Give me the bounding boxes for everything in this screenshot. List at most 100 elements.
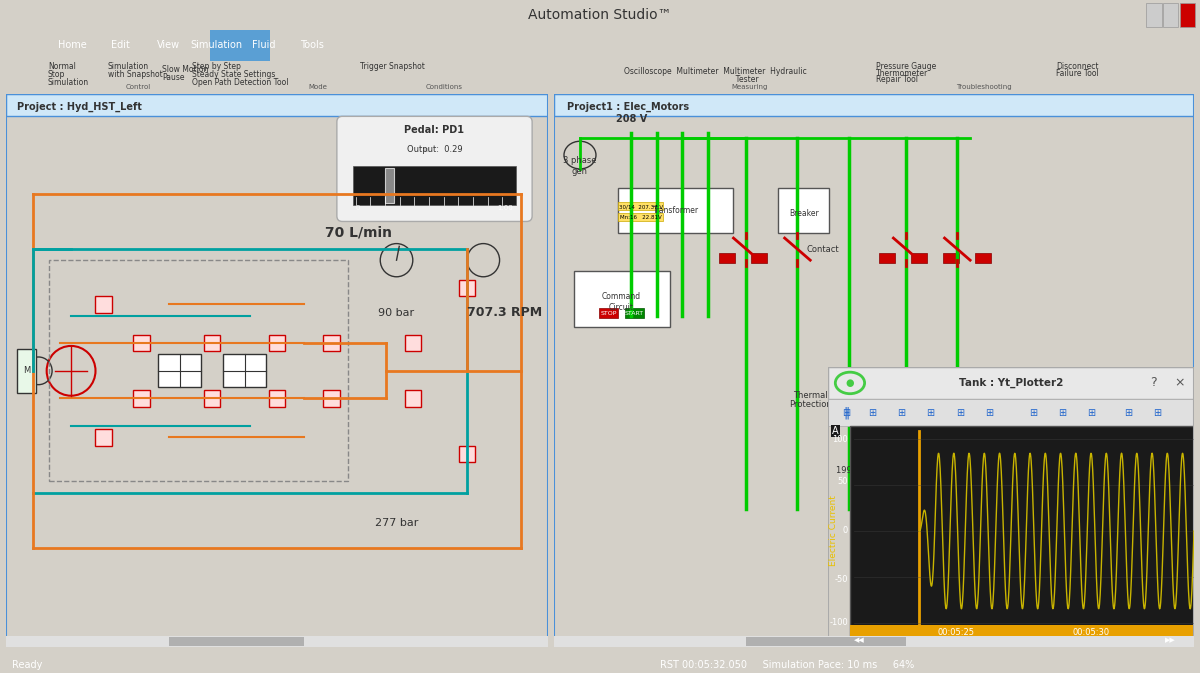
Text: 208 V: 208 V [616, 114, 647, 124]
Text: Mn:16   22.81V: Mn:16 22.81V [620, 215, 661, 220]
Text: View: View [156, 40, 180, 50]
Bar [323, 335, 340, 351]
Text: M: M [23, 366, 30, 376]
Text: Simulation: Simulation [48, 78, 89, 87]
Bar [49, 260, 348, 481]
Bar [554, 637, 1194, 647]
Text: ⊞: ⊞ [1153, 408, 1162, 417]
Bar [17, 349, 36, 393]
Bar [424, 148, 430, 152]
Text: Circuit: Circuit [610, 303, 634, 312]
Text: 30/14  207.37 V: 30/14 207.37 V [619, 204, 662, 209]
Text: Thermometer: Thermometer [876, 69, 929, 77]
Text: Conditions: Conditions [426, 83, 462, 90]
Bar [223, 354, 266, 388]
Text: Steady State Settings: Steady State Settings [192, 70, 275, 79]
Bar [169, 637, 305, 646]
Bar [850, 426, 1194, 636]
Text: Tools: Tools [300, 40, 324, 50]
Bar [204, 390, 221, 406]
Text: with Snapshot: with Snapshot [108, 70, 163, 79]
Text: Tank : Yt_Plotter2: Tank : Yt_Plotter2 [959, 378, 1063, 388]
Text: ⊞: ⊞ [898, 408, 905, 417]
Text: ⚡: ⚡ [910, 466, 916, 475]
Circle shape [835, 372, 864, 394]
Text: Open Path Detection Tool: Open Path Detection Tool [192, 78, 288, 87]
Text: Output:  0.29: Output: 0.29 [407, 145, 462, 154]
Text: 1995.6 RPM: 1995.6 RPM [836, 466, 887, 475]
Text: gen: gen [572, 168, 588, 176]
Bar [353, 166, 516, 205]
Text: ●: ● [846, 378, 854, 388]
Text: Thermal: Thermal [793, 392, 828, 400]
Bar [96, 429, 112, 446]
Bar [828, 399, 1194, 426]
Bar [618, 213, 664, 221]
Text: Oscilloscope  Multimeter  Multimeter  Hydraulic: Oscilloscope Multimeter Multimeter Hydra… [624, 67, 806, 76]
Text: 1.00: 1.00 [497, 205, 514, 211]
Bar [720, 253, 734, 263]
Text: Simulation: Simulation [108, 62, 149, 71]
Bar [746, 637, 906, 646]
Bar [1180, 3, 1195, 28]
Bar [1163, 3, 1178, 28]
Bar [6, 94, 548, 116]
Text: 3 phase: 3 phase [563, 156, 596, 166]
Text: 0: 0 [356, 205, 360, 211]
Text: Edit: Edit [110, 40, 130, 50]
Text: Simulation: Simulation [190, 40, 242, 50]
Bar [269, 390, 286, 406]
Text: Slow Motion: Slow Motion [162, 65, 209, 74]
Text: Project : Hyd_HST_Left: Project : Hyd_HST_Left [17, 101, 142, 112]
Text: ⊞: ⊞ [955, 408, 964, 417]
Text: Tester: Tester [624, 75, 758, 84]
Bar [618, 188, 733, 233]
Text: ?: ? [1151, 376, 1157, 390]
Text: ‖: ‖ [844, 406, 850, 419]
Bar [458, 279, 475, 296]
Text: Disconnect: Disconnect [1056, 62, 1098, 71]
Text: Pressure Gauge: Pressure Gauge [876, 62, 936, 71]
Bar [1146, 3, 1162, 28]
Text: 0: 0 [842, 526, 848, 536]
Text: ▶▶: ▶▶ [1165, 637, 1176, 643]
Bar [133, 335, 150, 351]
Text: Measuring: Measuring [732, 83, 768, 90]
Text: ⊞: ⊞ [1028, 408, 1037, 417]
Text: Home: Home [58, 40, 86, 50]
Bar [618, 202, 664, 211]
Bar [574, 271, 670, 326]
Text: Ready: Ready [12, 660, 42, 670]
Bar [828, 367, 1194, 399]
Text: RST 00:05:32.050     Simulation Pace: 10 ms     64%: RST 00:05:32.050 Simulation Pace: 10 ms … [660, 660, 914, 670]
Bar [751, 253, 767, 263]
Text: Automation Studio™: Automation Studio™ [528, 8, 672, 22]
Bar [404, 390, 421, 406]
Bar [943, 253, 959, 263]
Text: ⊞: ⊞ [842, 408, 851, 417]
Text: 50: 50 [838, 476, 848, 486]
Bar [6, 637, 548, 647]
Text: 90 bar: 90 bar [378, 308, 414, 318]
Bar [210, 30, 270, 61]
Text: -100: -100 [829, 618, 848, 627]
Bar [323, 390, 340, 406]
FancyBboxPatch shape [337, 116, 532, 221]
Text: Fluid: Fluid [252, 40, 276, 50]
Text: Project1 : Elec_Motors: Project1 : Elec_Motors [568, 101, 689, 112]
Text: Breaker: Breaker [788, 209, 818, 217]
Text: 00:05:30: 00:05:30 [1073, 629, 1110, 637]
Text: ⊞: ⊞ [1058, 408, 1067, 417]
Text: ⊞: ⊞ [1124, 408, 1132, 417]
Text: 70 L/min: 70 L/min [325, 225, 392, 240]
Bar [554, 94, 1194, 116]
Text: -50: -50 [835, 575, 848, 584]
Text: START: START [625, 311, 644, 316]
Text: ⚡: ⚡ [1012, 466, 1019, 475]
Bar [158, 354, 202, 388]
Text: 100: 100 [833, 435, 848, 444]
Text: 00:05:25: 00:05:25 [937, 629, 974, 637]
Text: Pedal: PD1: Pedal: PD1 [404, 125, 464, 135]
Bar [458, 446, 475, 462]
Text: STOP: STOP [600, 311, 617, 316]
